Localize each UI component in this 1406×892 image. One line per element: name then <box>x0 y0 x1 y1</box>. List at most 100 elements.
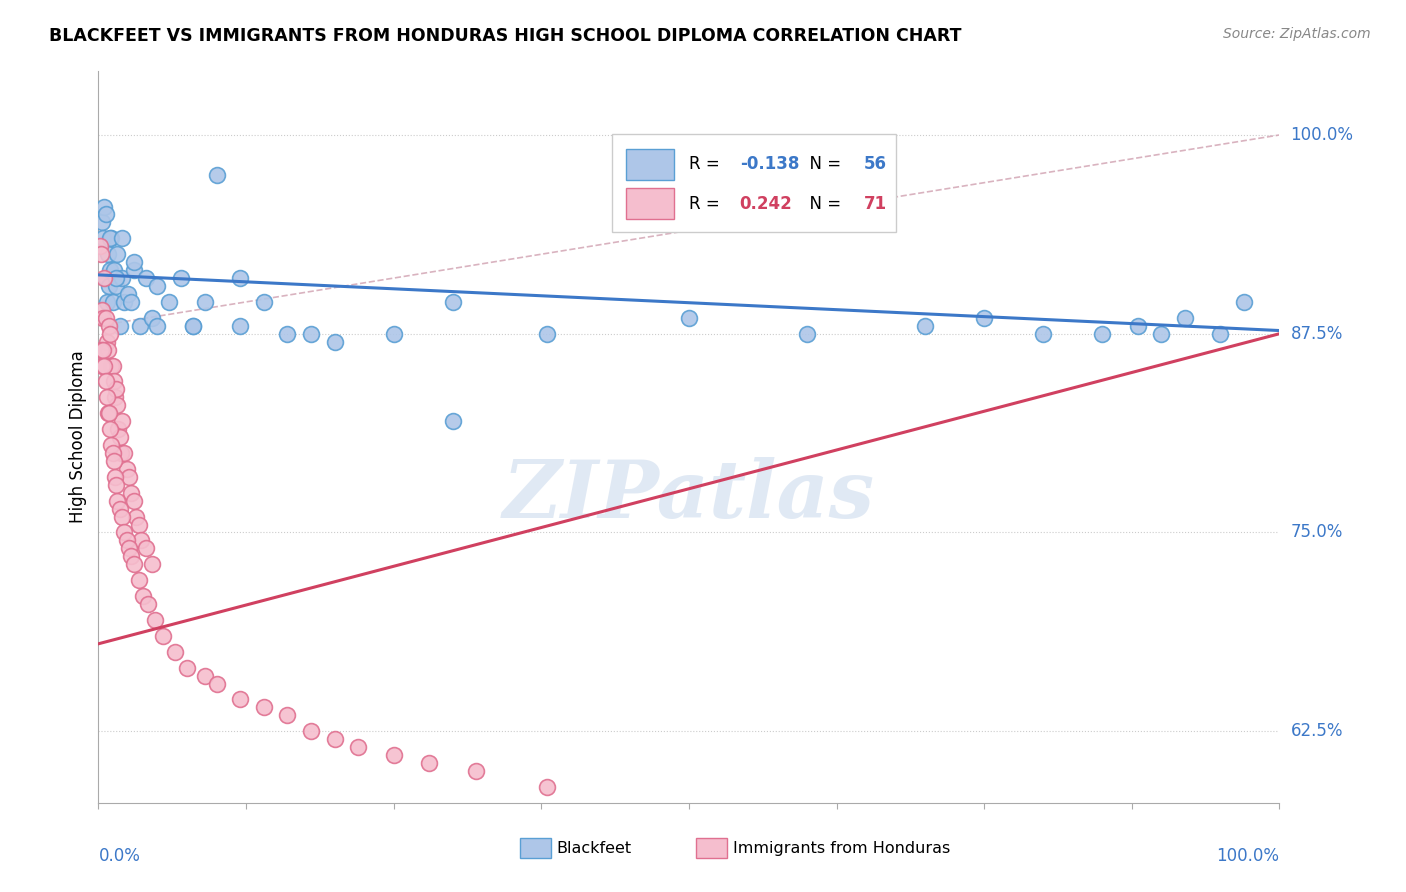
Point <box>276 708 298 723</box>
Point <box>1032 326 1054 341</box>
Text: Immigrants from Honduras: Immigrants from Honduras <box>733 841 950 855</box>
Point <box>98 231 121 245</box>
Text: BLACKFEET VS IMMIGRANTS FROM HONDURAS HIGH SCHOOL DIPLOMA CORRELATION CHART: BLACKFEET VS IMMIGRANTS FROM HONDURAS HI… <box>49 27 962 45</box>
Point <box>112 294 135 309</box>
Point <box>128 318 150 333</box>
Point <box>181 318 204 333</box>
Point <box>103 454 125 468</box>
Text: 0.242: 0.242 <box>740 194 793 213</box>
Point <box>136 597 159 611</box>
Point <box>176 660 198 674</box>
Point <box>91 343 114 357</box>
Point <box>107 422 129 436</box>
Point <box>157 294 180 309</box>
Point <box>253 700 276 714</box>
Point <box>194 294 217 309</box>
Point <box>122 255 145 269</box>
Point <box>110 446 132 460</box>
Point <box>105 271 128 285</box>
Point <box>97 406 120 420</box>
Point <box>104 390 127 404</box>
Point <box>796 326 818 341</box>
Point <box>135 271 157 285</box>
Point <box>98 263 121 277</box>
Point <box>115 533 138 548</box>
Point <box>143 613 166 627</box>
Point <box>323 334 346 349</box>
Point <box>382 326 405 341</box>
Point <box>1233 294 1256 309</box>
Point <box>122 558 145 572</box>
Point <box>105 493 128 508</box>
Point <box>914 318 936 333</box>
Point <box>91 231 114 245</box>
Text: -0.138: -0.138 <box>740 155 799 173</box>
Point <box>100 231 122 245</box>
Text: R =: R = <box>689 155 725 173</box>
Point <box>146 318 169 333</box>
Point <box>276 326 298 341</box>
Point <box>121 294 143 309</box>
Text: 87.5%: 87.5% <box>1291 325 1343 343</box>
Point <box>94 375 117 389</box>
Point <box>118 541 141 556</box>
Text: 75.0%: 75.0% <box>1291 524 1343 541</box>
Point <box>165 645 187 659</box>
Text: 100.0%: 100.0% <box>1291 126 1354 144</box>
Point <box>678 310 700 325</box>
Point <box>91 215 114 229</box>
Point <box>1209 326 1232 341</box>
Point <box>323 732 346 747</box>
Text: 56: 56 <box>863 155 887 173</box>
Point <box>105 383 128 397</box>
FancyBboxPatch shape <box>612 134 896 232</box>
Point <box>101 359 124 373</box>
Point <box>128 573 150 587</box>
Point <box>122 263 145 277</box>
Point <box>112 446 135 460</box>
Point <box>141 558 163 572</box>
Point <box>91 310 114 325</box>
Point <box>98 406 121 420</box>
Point <box>90 343 112 357</box>
Point <box>125 509 148 524</box>
Point <box>96 294 118 309</box>
Point <box>111 231 134 245</box>
Point <box>94 207 117 221</box>
Point <box>104 470 127 484</box>
Point <box>181 318 204 333</box>
Point <box>135 541 157 556</box>
Point <box>132 589 155 603</box>
Text: 100.0%: 100.0% <box>1216 847 1279 864</box>
Text: 62.5%: 62.5% <box>1291 723 1343 740</box>
Point <box>94 310 117 325</box>
Text: N =: N = <box>799 194 846 213</box>
Y-axis label: High School Diploma: High School Diploma <box>69 351 87 524</box>
Text: 71: 71 <box>863 194 887 213</box>
Point <box>98 279 121 293</box>
Point <box>465 764 488 778</box>
Point <box>103 375 125 389</box>
Point <box>118 470 141 484</box>
Point <box>121 485 143 500</box>
Point <box>98 318 121 333</box>
Point <box>94 271 117 285</box>
Point <box>90 247 112 261</box>
Point <box>194 668 217 682</box>
Point <box>128 517 150 532</box>
Point <box>101 446 124 460</box>
Point <box>1126 318 1149 333</box>
Point <box>111 414 134 428</box>
Point <box>111 271 134 285</box>
Point <box>98 326 121 341</box>
Point <box>108 430 131 444</box>
Point <box>1091 326 1114 341</box>
Point <box>229 692 252 706</box>
Point <box>299 326 322 341</box>
Point <box>229 271 252 285</box>
Point <box>117 287 139 301</box>
Point <box>382 748 405 763</box>
Point <box>100 438 122 452</box>
Point <box>91 302 114 317</box>
FancyBboxPatch shape <box>626 149 673 179</box>
